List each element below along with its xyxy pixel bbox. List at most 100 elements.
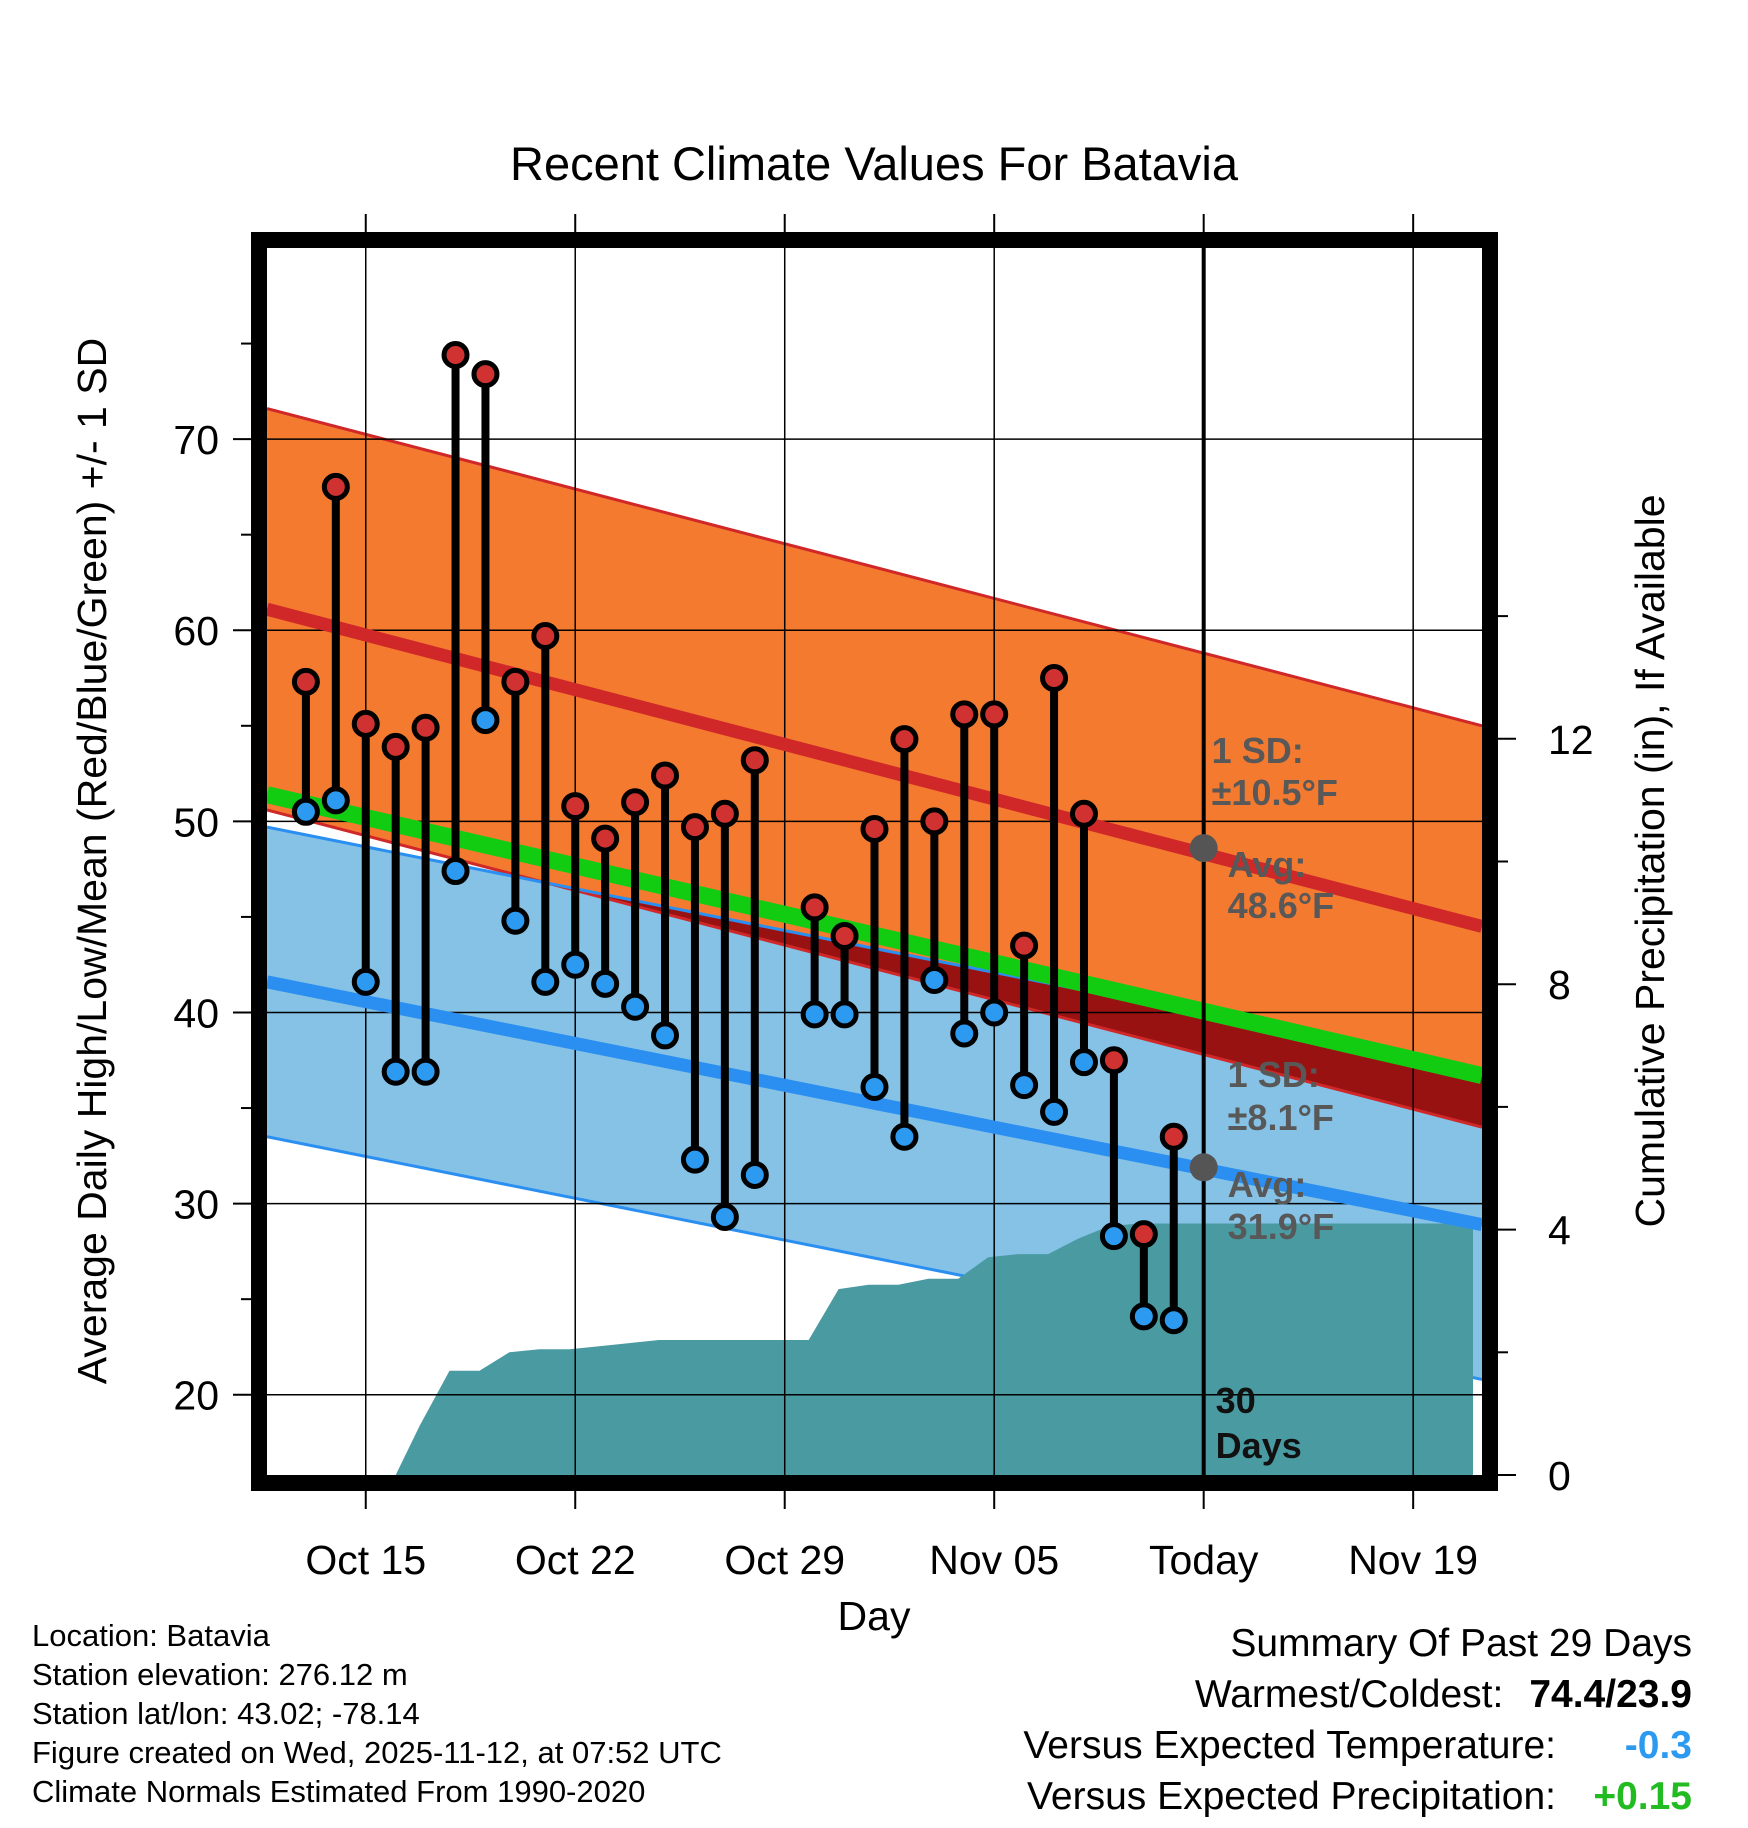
day-high-point — [621, 788, 650, 817]
day-high-point — [1040, 664, 1069, 693]
day-high-point — [1129, 1220, 1158, 1249]
day-low-point — [1010, 1071, 1039, 1100]
day-low-point — [411, 1057, 440, 1086]
y2-tick-label: 12 — [1548, 717, 1594, 763]
day-low-point — [1069, 1048, 1098, 1077]
day-low-point — [591, 969, 620, 998]
location-text: Location: Batavia — [32, 1618, 270, 1653]
low-avg-value: 31.9°F — [1228, 1206, 1334, 1247]
high-sd-upper-edge — [267, 407, 1482, 728]
day-high-point — [740, 746, 769, 775]
chart-title: Recent Climate Values For Batavia — [510, 137, 1239, 190]
day-high-point — [680, 813, 709, 842]
day-low-point — [740, 1160, 769, 1189]
y-tick-label: 40 — [173, 990, 219, 1036]
axes: 20 30 40 50 60 70 0 4 8 12 Oct 15 Oct 22 Oct 29 Nov 0… — [69, 214, 1673, 1639]
precipitation-area — [305, 1223, 1473, 1475]
x-tick-label: Oct 22 — [515, 1537, 636, 1583]
y2-tick-label: 4 — [1548, 1208, 1571, 1254]
plot-frame — [251, 232, 1498, 1491]
y-tick-label: 30 — [173, 1182, 219, 1228]
x-axis-title: Day — [838, 1593, 911, 1639]
summary-title: Summary Of Past 29 Days — [1230, 1622, 1692, 1665]
y2-axis-title: Cumulative Precipitation (in), If Availa… — [1627, 494, 1673, 1227]
day-high-point — [800, 893, 829, 922]
summary-temp: Versus Expected Temperature: -0.3 — [1023, 1720, 1692, 1771]
day-low-point — [531, 967, 560, 996]
low-avg-dot — [1189, 1153, 1218, 1182]
summary-warm-cold: Warmest/Coldest: 74.4/23.9 — [1023, 1669, 1692, 1720]
day-high-point — [651, 761, 680, 790]
daily-temperature-range — [291, 341, 1188, 1335]
y-tick-label: 70 — [173, 417, 219, 463]
precip-value: +0.15 — [1593, 1775, 1692, 1818]
high-sd-label: 1 SD: — [1212, 730, 1304, 771]
x-tick-label: Today — [1149, 1537, 1259, 1583]
day-high-point — [321, 472, 350, 501]
day-low-point — [950, 1019, 979, 1048]
day-high-point — [351, 709, 380, 738]
day-low-point — [291, 797, 320, 826]
summary-precip: Versus Expected Precipitation: +0.15 — [1023, 1771, 1692, 1822]
day-low-point — [501, 906, 530, 935]
day-low-point — [830, 1000, 859, 1029]
summary-panel: Summary Of Past 29 Days Warmest/Coldest:… — [1023, 1618, 1692, 1822]
y-tick-label: 50 — [173, 799, 219, 845]
precip-label: Versus Expected Precipitation: — [1027, 1775, 1556, 1818]
day-high-point — [531, 621, 560, 650]
day-low-point — [1159, 1306, 1188, 1335]
day-high-point — [291, 667, 320, 696]
day-low-point — [890, 1122, 919, 1151]
day-high-point — [1099, 1046, 1128, 1075]
day-low-point — [321, 786, 350, 815]
y-axis-title: Average Daily High/Low/Mean (Red/Blue/Gr… — [69, 338, 115, 1384]
y2-tick-label: 0 — [1548, 1453, 1571, 1499]
day-high-point — [441, 341, 470, 370]
day-low-point — [680, 1145, 709, 1174]
high-sd-value: ±10.5°F — [1212, 772, 1338, 813]
day-high-point — [1010, 931, 1039, 960]
day-low-point — [800, 1000, 829, 1029]
x-tick-label: Nov 19 — [1348, 1537, 1478, 1583]
day-high-point — [920, 807, 949, 836]
day-low-point — [471, 706, 500, 735]
day-low-point — [1040, 1097, 1069, 1126]
low-avg-label: Avg: — [1228, 1164, 1307, 1205]
high-avg-dot — [1189, 834, 1218, 863]
low-sd-value: ±8.1°F — [1228, 1097, 1334, 1138]
y-tick-label: 20 — [173, 1373, 219, 1419]
day-high-point — [890, 725, 919, 754]
day-low-point — [1129, 1302, 1158, 1331]
normals-text: Climate Normals Estimated From 1990-2020 — [32, 1774, 646, 1809]
day-low-point — [651, 1021, 680, 1050]
warm-cold-value: 74.4/23.9 — [1529, 1673, 1692, 1716]
day-low-point — [381, 1057, 410, 1086]
day-high-point — [591, 824, 620, 853]
today-days-label: Days — [1216, 1425, 1302, 1466]
normal-high-line — [267, 602, 1482, 933]
today-days-label: 30 — [1216, 1380, 1256, 1421]
low-sd-label: 1 SD: — [1228, 1054, 1320, 1095]
high-avg-value: 48.6°F — [1228, 885, 1334, 926]
day-low-point — [561, 950, 590, 979]
day-low-point — [1099, 1222, 1128, 1251]
high-avg-label: Avg: — [1228, 844, 1307, 885]
y2-tick-label: 8 — [1548, 962, 1571, 1008]
day-low-point — [621, 992, 650, 1021]
day-high-point — [830, 922, 859, 951]
day-low-point — [351, 967, 380, 996]
y-tick-label: 60 — [173, 608, 219, 654]
day-low-point — [441, 857, 470, 886]
temp-value: -0.3 — [1624, 1724, 1692, 1767]
day-high-point — [980, 700, 1009, 729]
precip-cumulative-area — [305, 1223, 1473, 1475]
latlon-text: Station lat/lon: 43.02; -78.14 — [32, 1696, 420, 1731]
day-high-point — [501, 667, 530, 696]
day-high-point — [1159, 1122, 1188, 1151]
day-low-point — [980, 998, 1009, 1027]
day-high-point — [561, 792, 590, 821]
day-high-point — [381, 732, 410, 761]
day-high-point — [950, 700, 979, 729]
